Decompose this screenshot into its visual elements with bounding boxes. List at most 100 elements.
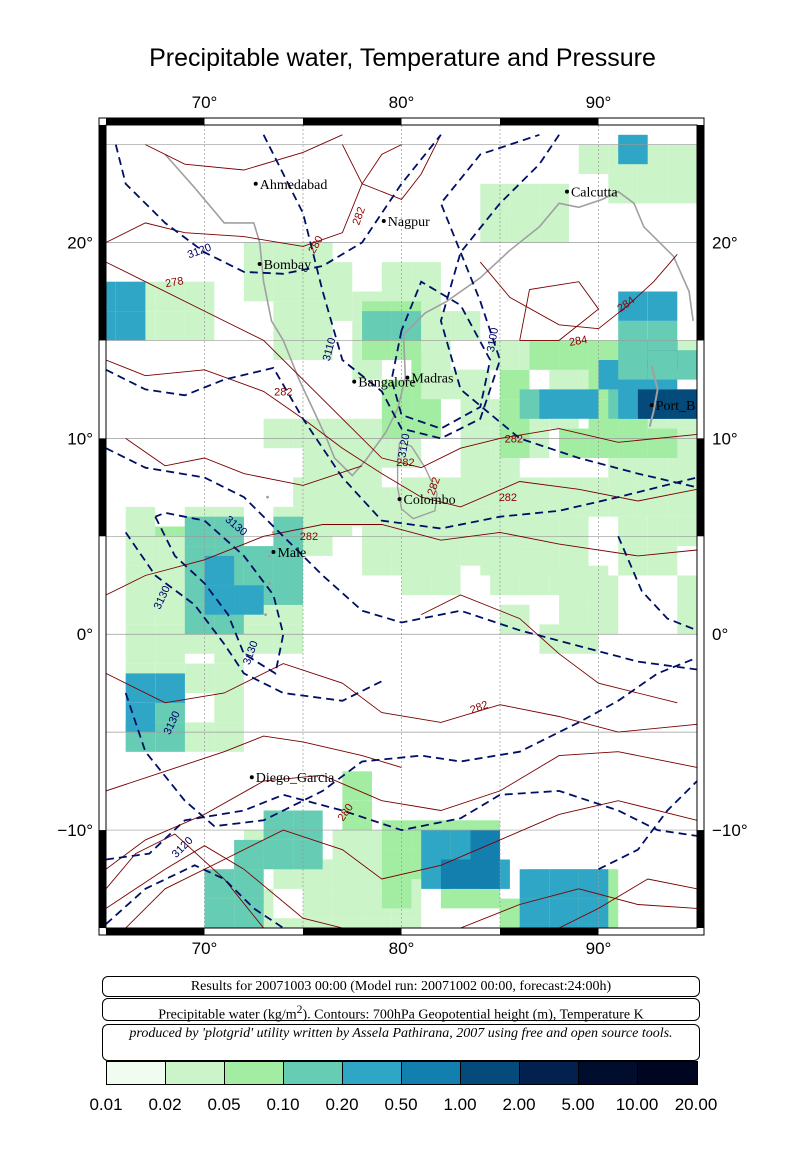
precip-cell xyxy=(519,487,550,517)
legend-label: 0.20 xyxy=(325,1095,359,1114)
precip-cell xyxy=(125,536,156,566)
temperature-contour-line xyxy=(479,254,678,330)
legend-swatch xyxy=(638,1062,697,1084)
legend-label: 0.05 xyxy=(207,1095,241,1114)
precip-cell xyxy=(667,458,697,488)
city-label: Port_B xyxy=(656,399,696,414)
maldives-island xyxy=(264,613,267,617)
precip-cell xyxy=(273,330,303,360)
precip-cell xyxy=(332,918,363,928)
precip-cell xyxy=(647,350,678,380)
precip-cell xyxy=(303,888,333,919)
temperature-contour-line xyxy=(106,261,697,469)
city-dot xyxy=(397,497,402,502)
precip-cell xyxy=(431,536,461,566)
temperature-contour-line xyxy=(519,281,600,341)
geopotential-contour-line xyxy=(124,656,697,828)
maldives-island xyxy=(268,581,271,585)
lat-tick-right: 10° xyxy=(712,429,738,448)
city-label: Ahmedabad xyxy=(260,178,328,193)
precip-cell xyxy=(155,673,185,703)
frame-band xyxy=(697,125,704,341)
geopotential-contour-label: 3110 xyxy=(321,336,339,362)
city-label: Colombo xyxy=(404,493,456,508)
precip-cell xyxy=(155,595,185,625)
lon-tick-top: 90° xyxy=(586,93,612,112)
precip-cell xyxy=(470,859,500,889)
precip-cell xyxy=(342,800,372,831)
temperature-contour-line xyxy=(106,663,697,733)
precip-cell xyxy=(322,418,353,449)
precip-cell xyxy=(381,849,412,880)
temperature-contour-line xyxy=(106,144,402,247)
precip-cell xyxy=(184,281,215,312)
precip-cell xyxy=(667,389,697,419)
frame-band xyxy=(106,118,205,125)
frame-band xyxy=(99,830,106,928)
precip-cell xyxy=(667,174,697,204)
precip-cell xyxy=(273,575,303,605)
frame-band xyxy=(303,928,402,935)
precip-cell xyxy=(243,546,274,576)
city-dot xyxy=(405,375,410,380)
temperature-contour-label: 282 xyxy=(469,699,490,717)
city-dot xyxy=(381,218,386,223)
precip-cell xyxy=(125,506,156,537)
precip-cell xyxy=(421,369,451,400)
precip-cell xyxy=(293,477,323,507)
precip-cell xyxy=(411,262,441,292)
city-label: Madras xyxy=(411,372,453,387)
frame-band xyxy=(106,928,205,935)
temperature-contour-label: 282 xyxy=(351,205,369,226)
temperature-contour-line xyxy=(558,878,697,928)
city-markers: AhmedabadNagpurCalcuttaBombayBangaloreMa… xyxy=(249,178,696,786)
geopotential-contour-line xyxy=(106,789,697,861)
precip-cell xyxy=(273,271,303,302)
precip-cell xyxy=(273,918,303,928)
precip-cell xyxy=(618,428,648,458)
sri-lanka-coastline xyxy=(396,441,438,520)
precip-cell xyxy=(184,722,215,752)
legend-label: 1.00 xyxy=(443,1095,477,1114)
precip-cell xyxy=(214,516,244,547)
precip-cell xyxy=(234,585,264,615)
precip-cell xyxy=(618,320,648,351)
precip-cell xyxy=(559,546,589,576)
lat-tick-left: 10° xyxy=(67,429,93,448)
precip-cell xyxy=(391,918,422,928)
precip-cell xyxy=(677,604,697,635)
precip-cell xyxy=(421,340,451,370)
temperature-contour-label: 282 xyxy=(396,457,414,469)
precip-cell xyxy=(322,506,353,537)
precip-cell xyxy=(431,565,461,596)
precip-cell xyxy=(401,477,432,507)
precip-cell xyxy=(401,536,432,566)
geopotential-contour-line xyxy=(106,447,697,671)
lat-tick-right: 20° xyxy=(712,234,738,253)
precip-cell xyxy=(125,673,156,703)
precip-cell xyxy=(569,624,599,654)
legend-label: 10.00 xyxy=(615,1095,659,1114)
precip-cell xyxy=(184,516,215,547)
precip-cell xyxy=(608,174,638,204)
precip-cell xyxy=(352,448,382,478)
run-info-box: Results for 20071003 00:00 (Model run: 2… xyxy=(102,976,700,997)
temperature-contour-label: 282 xyxy=(274,386,292,398)
geopotential-contour-label: 3120 xyxy=(396,433,412,459)
variables-info-text: Precipitable water (kg/m xyxy=(158,1007,297,1023)
maldives-island xyxy=(266,495,269,499)
lon-tick-bottom: 90° xyxy=(586,939,612,958)
precip-cell xyxy=(450,369,481,400)
credits-box: produced by 'plotgrid' utility written b… xyxy=(102,1024,700,1061)
precip-cell xyxy=(155,634,185,664)
temperature-contour-label: 278 xyxy=(164,275,184,290)
variables-info-box: Precipitable water (kg/m2). Contours: 70… xyxy=(102,998,700,1023)
precip-cell xyxy=(460,428,491,458)
temperature-contour-label: 282 xyxy=(505,433,523,445)
frame-band xyxy=(500,118,599,125)
lon-tick-top: 70° xyxy=(192,93,218,112)
temperature-contour-line xyxy=(106,833,264,928)
geopotential-contour-line xyxy=(106,864,284,928)
city-label: Diego_Garcia xyxy=(256,771,335,786)
axis-tick-labels: 70° 70° 80° 80° 90° 90° 20° 20° 10° 10° 0° 0° −10° −1… xyxy=(57,93,747,958)
